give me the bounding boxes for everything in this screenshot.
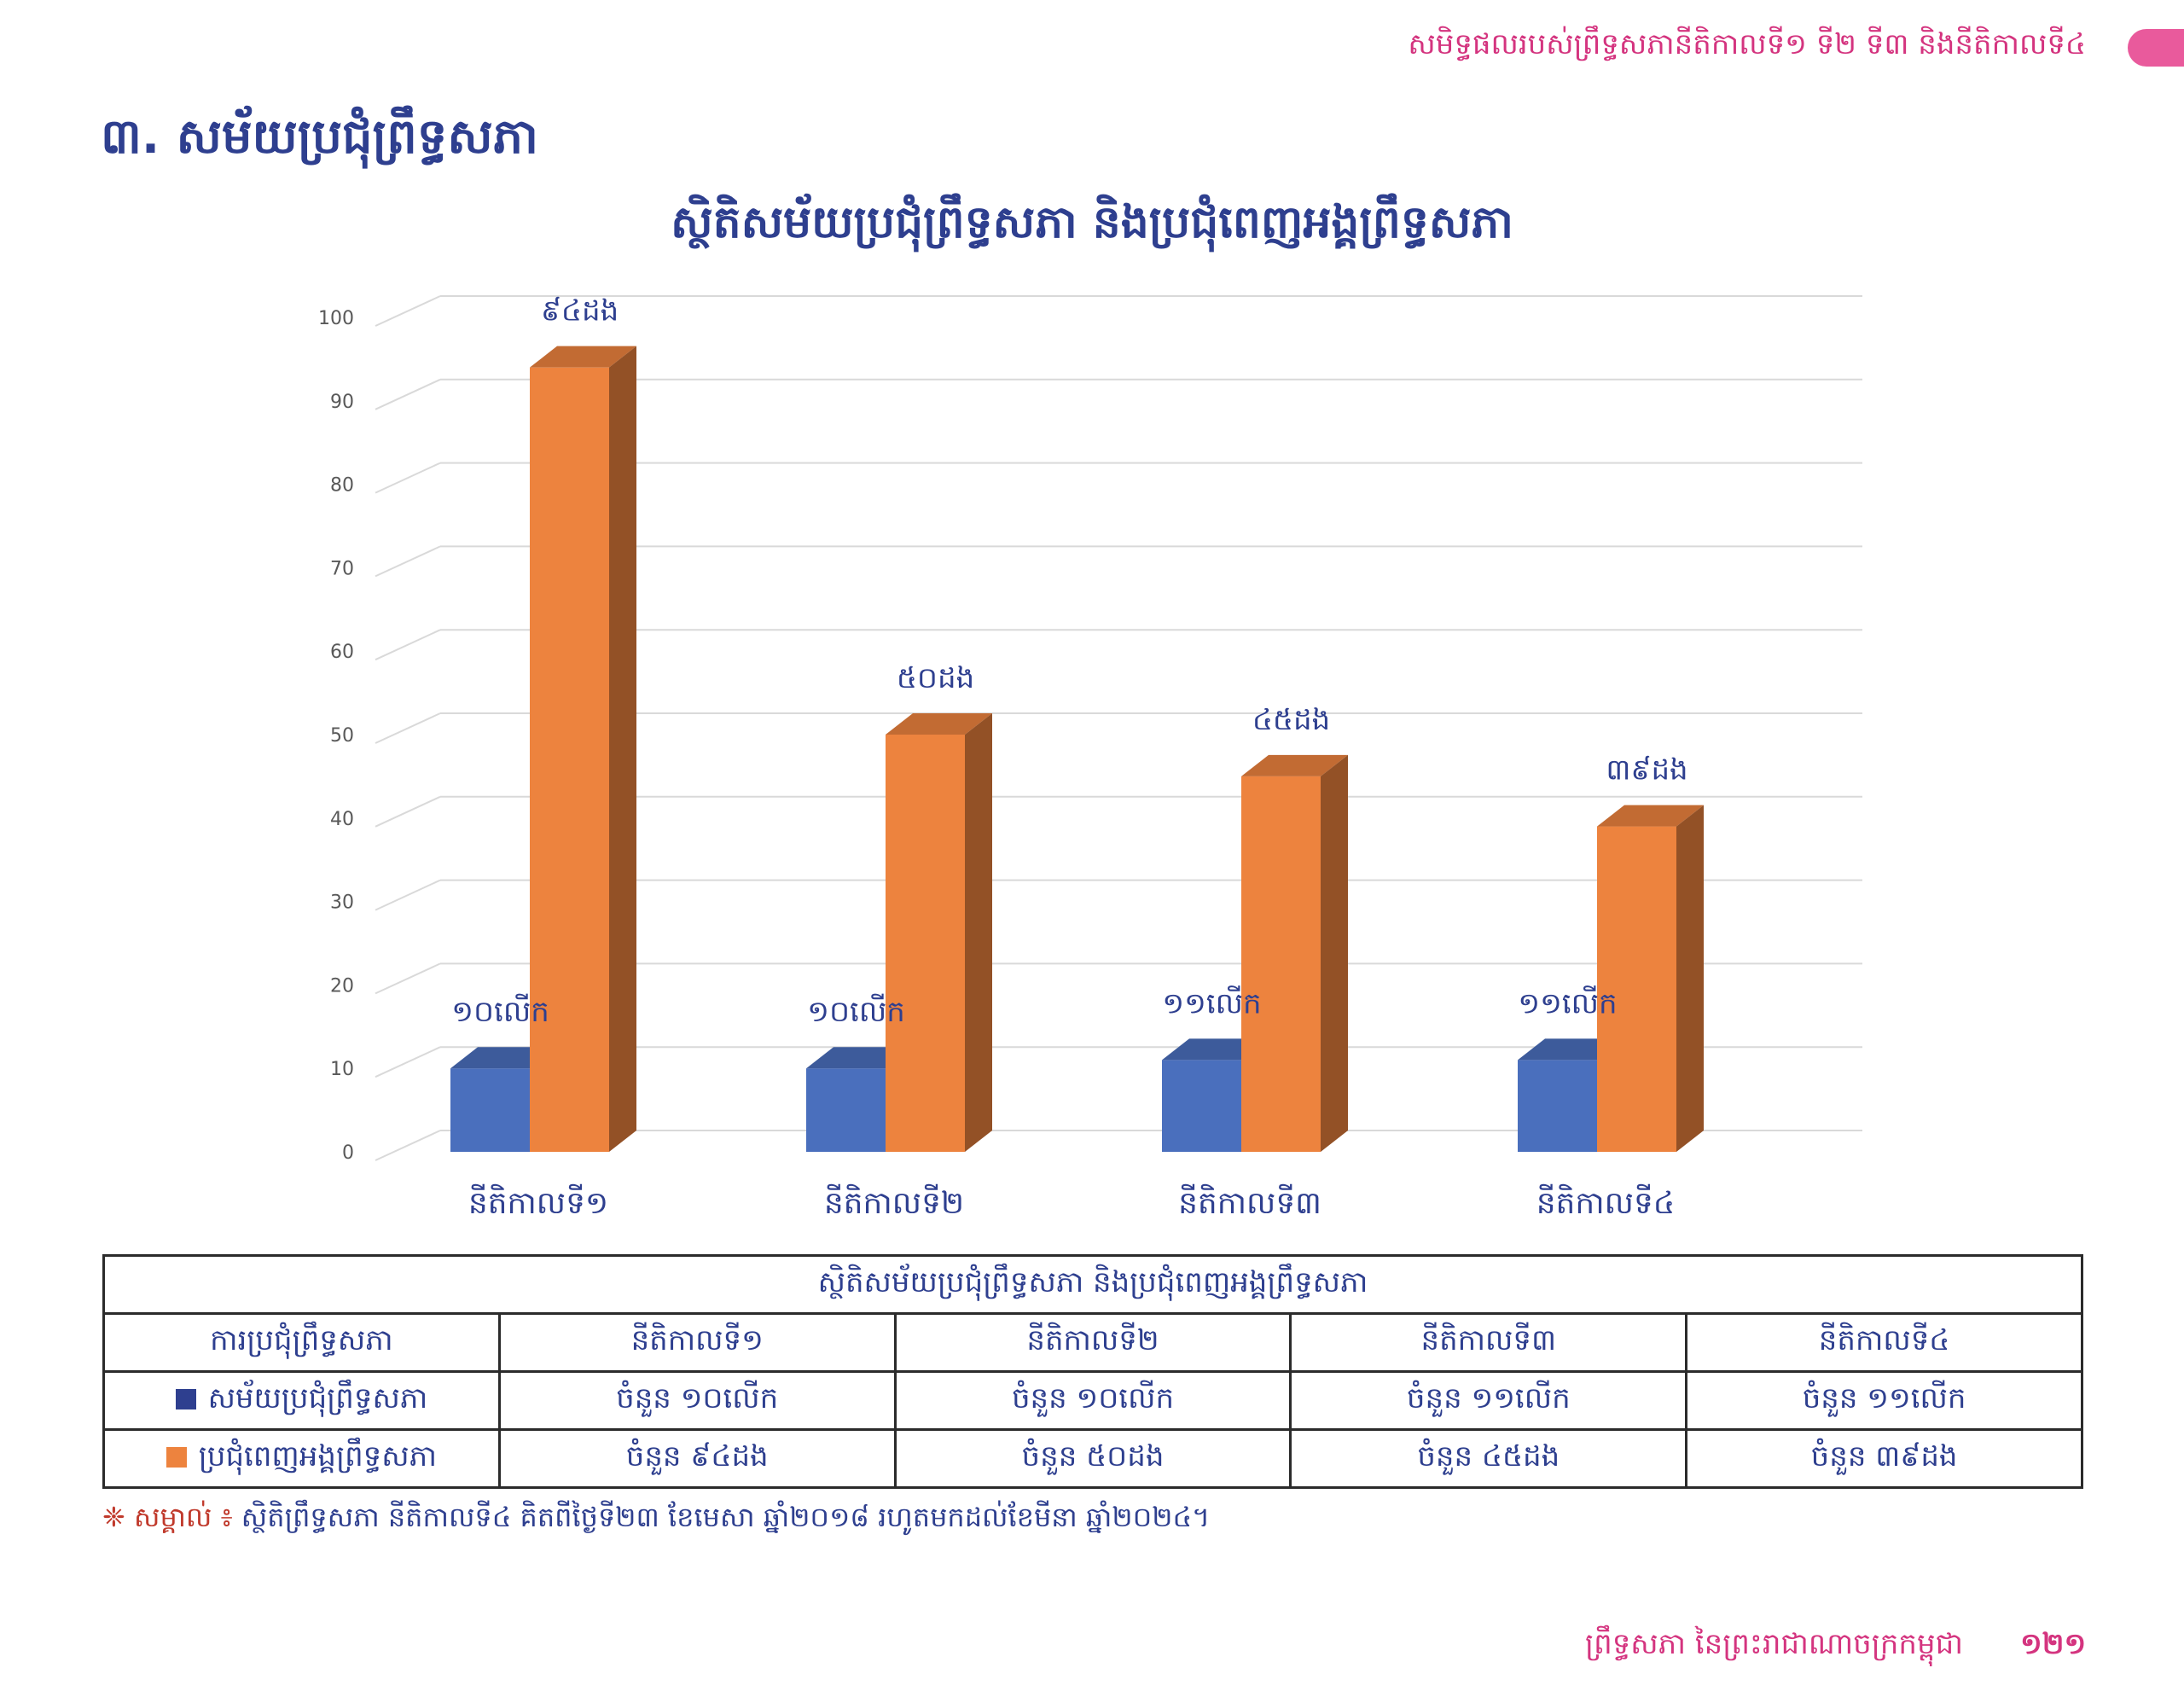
table-cell: ចំនួន ១១លើក (1685, 1370, 2083, 1431)
data-label: ៣៩ដង (1606, 753, 1687, 788)
bar-top (1241, 754, 1348, 776)
table-cell: ចំនួន ៥០ដង (893, 1428, 1292, 1489)
bar (886, 735, 965, 1152)
legend-swatch-orange (166, 1447, 187, 1468)
row-label-cell: ប្រជុំពេញអង្គព្រឹទ្ធសភា (102, 1428, 501, 1489)
table-row: សម័យប្រជុំព្រឹទ្ធសភា ចំនួន ១០លើក ចំនួន ១… (102, 1370, 2083, 1431)
table-title: ស្ថិតិសម័យប្រជុំព្រឹទ្ធសភា និងប្រជុំពេញអ… (102, 1254, 2083, 1315)
y-tick-label: 10 (330, 1059, 354, 1080)
table-cell: ចំនួន ៤៥ដង (1289, 1428, 1688, 1489)
row-label-cell: សម័យប្រជុំព្រឹទ្ធសភា (102, 1370, 501, 1431)
footnote-text: ស្ថិតិព្រឹទ្ធសភា នីតិកាលទី៤ គិតពីថ្ងៃទី២… (241, 1501, 1211, 1533)
stats-table: ស្ថិតិសម័យប្រជុំព្រឹទ្ធសភា និងប្រជុំពេញអ… (102, 1254, 2083, 1489)
y-tick-label: 70 (330, 558, 354, 579)
data-label: ៤៥ដង (1252, 703, 1330, 737)
table-row: ប្រជុំពេញអង្គព្រឹទ្ធសភា ចំនួន ៩៤ដង ចំនួន… (102, 1428, 2083, 1489)
footnote-mark: ❈ សម្គាល់ ៖ (102, 1501, 233, 1533)
bar (450, 1068, 530, 1152)
x-category-label: នីតិកាលទី៣ (1178, 1183, 1321, 1221)
header-tab-decoration (2128, 29, 2184, 67)
gridline-side (375, 962, 441, 995)
footnote: ❈ សម្គាល់ ៖ ស្ថិតិព្រឹទ្ធសភា នីតិកាលទី៤ … (102, 1500, 1210, 1540)
x-category-label: នីតិកាលទី១ (468, 1183, 608, 1221)
chart-title: ស្ថិតិសម័យប្រជុំព្រឹទ្ធសភា និងប្រជុំពេញអ… (671, 197, 1513, 248)
gridline-side (375, 545, 441, 578)
section-title: ៣. សម័យប្រជុំព្រឹទ្ធសភា (101, 109, 538, 165)
data-label: ៩៤ដង (541, 294, 619, 328)
gridline-side (375, 462, 441, 494)
x-axis-categories: នីតិកាលទី១ នីតិកាលទី២ នីតិកាលទី៣ នីតិកាលទី៤ (468, 1183, 1675, 1221)
table-cell: ចំនួន ១១លើក (1289, 1370, 1688, 1431)
table-cell: ចំនួន ១០លើក (497, 1370, 897, 1431)
bar (1241, 776, 1321, 1152)
y-tick-label: 0 (342, 1142, 354, 1164)
data-label: ១០លើក (451, 993, 549, 1029)
gridline-side (375, 629, 441, 661)
bar (1518, 1060, 1597, 1152)
y-tick-label: 60 (330, 642, 354, 663)
bar (1162, 1060, 1241, 1152)
table-cell: ចំនួន ៩៤ដង (497, 1428, 897, 1489)
bar (530, 367, 609, 1152)
gridline-side (375, 1046, 441, 1078)
gridline-side (375, 795, 441, 828)
x-category-label: នីតិកាលទី២ (824, 1183, 964, 1221)
page-number: ១២១ (2020, 1627, 2087, 1661)
y-tick-label: 30 (330, 892, 354, 914)
data-label: ៥០ដង (897, 661, 974, 695)
y-tick-label: 40 (330, 809, 354, 830)
table-cell: ចំនួន ១០លើក (893, 1370, 1292, 1431)
chart-bars (450, 346, 1704, 1152)
table-header-cell: នីតិកាលទី៤ (1685, 1312, 2083, 1373)
bar-side (609, 346, 636, 1152)
table-header-cell: នីតិកាលទី៣ (1289, 1312, 1688, 1373)
y-tick-label: 50 (330, 725, 354, 747)
x-category-label: នីតិកាលទី៤ (1536, 1183, 1676, 1221)
table-header-cell: នីតិកាលទី២ (893, 1312, 1292, 1373)
y-axis-ticks: 0 10 20 30 40 50 60 70 80 90 100 (318, 308, 354, 1164)
legend-swatch-blue (175, 1389, 196, 1409)
y-tick-label: 100 (318, 308, 354, 329)
y-tick-label: 20 (330, 975, 354, 997)
data-label: ១០លើក (807, 993, 905, 1029)
gridline-side (375, 712, 441, 744)
bar-top (886, 713, 992, 735)
bar-side (1321, 754, 1348, 1152)
bar (1597, 826, 1676, 1152)
y-tick-label: 90 (330, 392, 354, 413)
gridline-side (375, 1130, 441, 1161)
gridline-side (375, 295, 441, 327)
bar (806, 1068, 886, 1152)
table-header-cell: នីតិកាលទី១ (497, 1312, 897, 1373)
bar-side (965, 713, 992, 1152)
gridline-side (375, 378, 441, 410)
y-tick-label: 80 (330, 475, 354, 497)
footer-text: ព្រឹទ្ធសភា នៃព្រះរាជាណាចក្រកម្ពុជា (1585, 1627, 1963, 1661)
bar-top (1597, 805, 1704, 827)
table-header-row: ការប្រជុំព្រឹទ្ធសភា នីតិកាលទី១ នីតិកាលទី… (102, 1312, 2083, 1373)
gridline-side (375, 879, 441, 911)
running-header: សមិទ្ធផលរបស់ព្រឹទ្ធសភានីតិកាលទី១ ទី២ ទី៣… (1408, 27, 2086, 61)
data-label: ១១លើក (1162, 985, 1261, 1020)
table-header-cell: ការប្រជុំព្រឹទ្ធសភា (102, 1312, 501, 1373)
bar-top (530, 346, 636, 368)
data-label: ១១លើក (1518, 985, 1617, 1020)
bar-side (1676, 805, 1704, 1152)
row-label: ប្រជុំពេញអង្គព្រឹទ្ធសភា (198, 1439, 438, 1473)
row-label: សម័យប្រជុំព្រឹទ្ធសភា (207, 1380, 428, 1415)
table-cell: ចំនួន ៣៩ដង (1685, 1428, 2083, 1489)
